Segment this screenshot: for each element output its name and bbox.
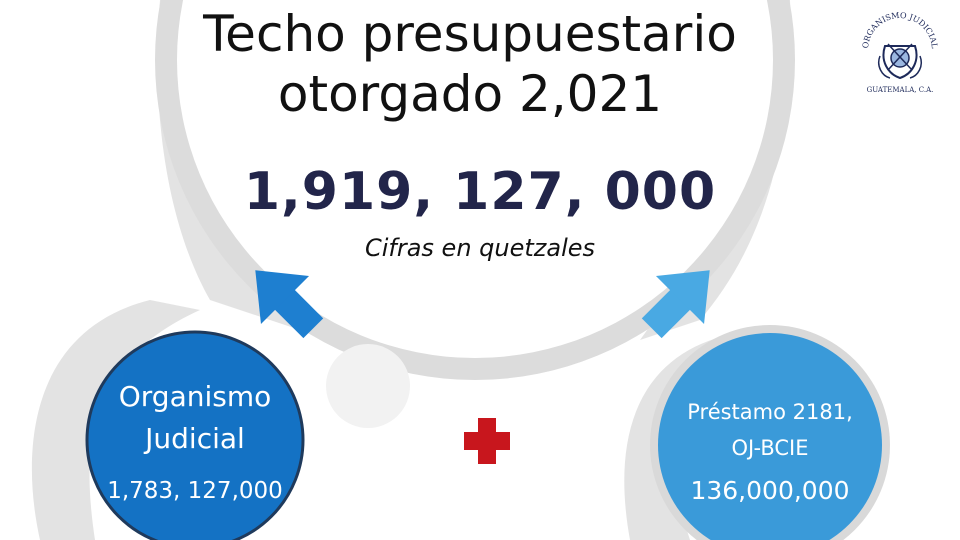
organismo-value: 1,783, 127,000	[107, 478, 283, 504]
arrow-right-icon	[641, 270, 710, 339]
left-ring-arc	[31, 300, 200, 540]
prestamo-label-line-1: Préstamo 2181,	[687, 400, 853, 424]
coat-of-arms-icon	[878, 43, 922, 80]
organismo-judicial-logo: ORGANISMO JUDICIAL GUATEMALA, C.A.	[861, 11, 939, 94]
total-budget-value: 1,919, 127, 000	[243, 162, 717, 222]
organismo-label-line-1: Organismo	[118, 380, 272, 413]
units-note: Cifras en quetzales	[364, 234, 596, 262]
prestamo-value: 136,000,000	[690, 476, 850, 505]
arrow-left-icon	[255, 270, 324, 339]
title-line-2: otorgado 2,021	[277, 65, 663, 123]
prestamo-label: Préstamo 2181, OJ-BCIE	[660, 394, 880, 466]
page-title: Techo presupuestario otorgado 2,021	[120, 4, 820, 124]
logo-bottom-text: GUATEMALA, C.A.	[867, 86, 934, 94]
small-decor-circle	[326, 344, 410, 428]
organismo-label: Organismo Judicial	[90, 376, 300, 460]
top-circle	[177, 0, 773, 358]
organismo-label-line-2: Judicial	[145, 422, 245, 455]
organismo-node	[85, 330, 305, 540]
prestamo-node	[658, 333, 882, 540]
title-line-1: Techo presupuestario	[203, 5, 737, 63]
logo-top-text: ORGANISMO JUDICIAL	[861, 11, 939, 50]
prestamo-label-line-2: OJ-BCIE	[731, 436, 809, 460]
svg-text:ORGANISMO JUDICIAL: ORGANISMO JUDICIAL	[861, 11, 939, 50]
plus-icon	[464, 418, 510, 464]
